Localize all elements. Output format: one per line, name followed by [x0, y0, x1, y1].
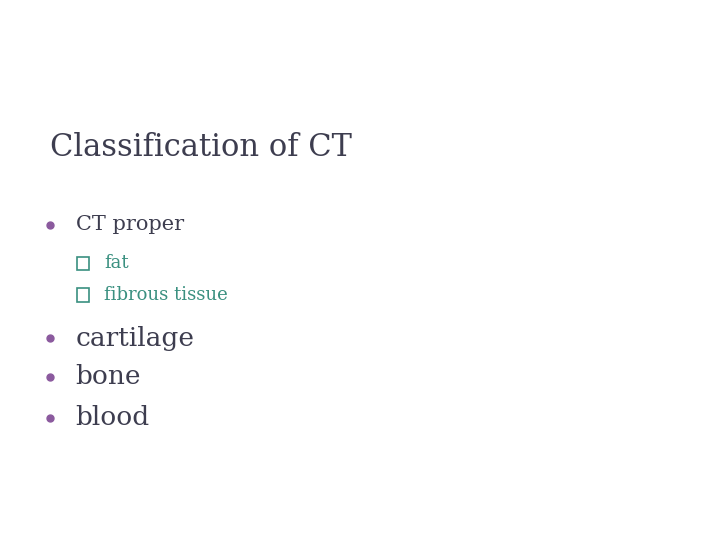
- Bar: [77, 256, 89, 270]
- Text: blood: blood: [76, 405, 150, 430]
- Text: fat: fat: [104, 254, 129, 272]
- Text: fibrous tissue: fibrous tissue: [104, 286, 228, 304]
- Text: CT proper: CT proper: [76, 215, 184, 234]
- Text: Classification of CT: Classification of CT: [50, 132, 352, 163]
- Text: cartilage: cartilage: [76, 326, 194, 350]
- Bar: [77, 288, 89, 302]
- Text: bone: bone: [76, 364, 141, 389]
